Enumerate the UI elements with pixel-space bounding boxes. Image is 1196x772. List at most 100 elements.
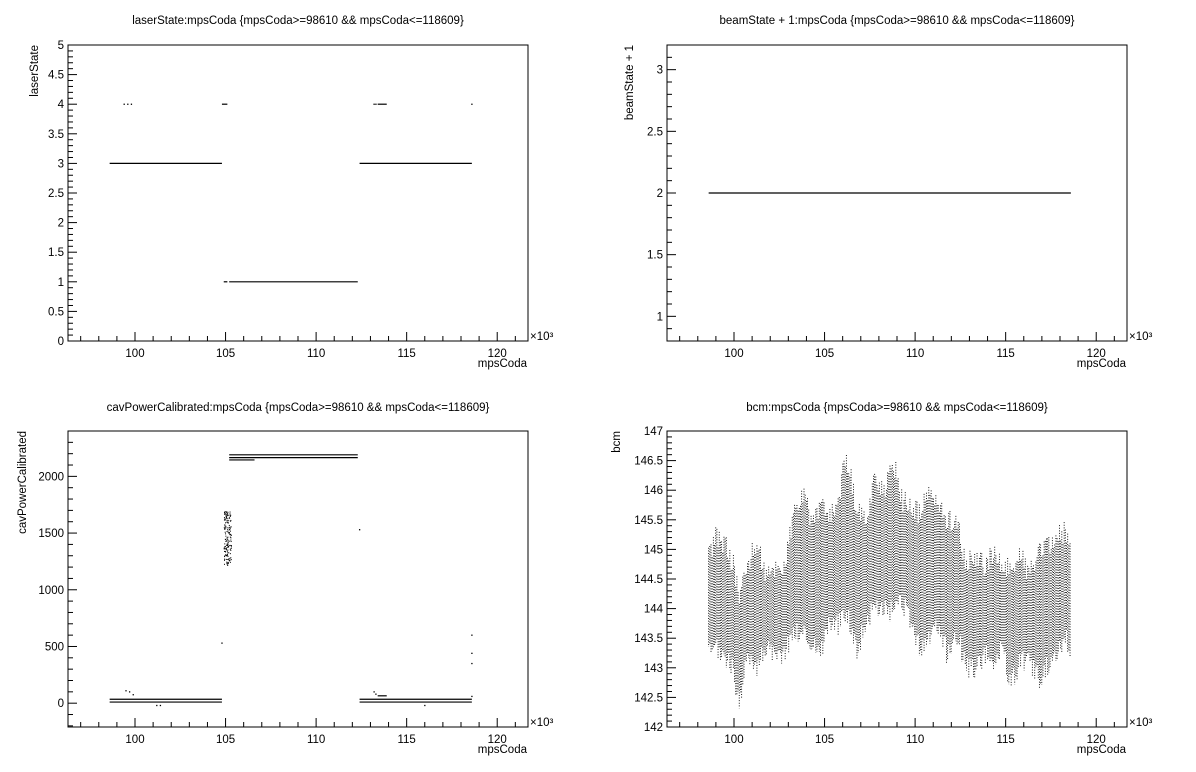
cluster-point <box>226 537 228 539</box>
y-axis-label: bcm <box>611 431 623 453</box>
cluster-point <box>228 540 230 542</box>
x-tick-label: 100 <box>125 348 144 360</box>
cluster-point <box>228 559 230 561</box>
cluster-point <box>230 559 232 561</box>
cluster-point <box>224 511 226 513</box>
cluster-point <box>229 517 231 519</box>
cluster-point <box>229 514 231 516</box>
x-tick-label: 100 <box>724 348 743 360</box>
data-point <box>130 103 133 105</box>
y-tick-label: 2 <box>58 218 64 230</box>
cluster-point <box>227 546 229 548</box>
cluster-point <box>224 556 226 558</box>
x-tick-label: 120 <box>1087 734 1106 746</box>
cluster-point <box>228 532 230 534</box>
cluster-point <box>225 518 227 520</box>
cluster-point <box>227 518 229 520</box>
cluster-point <box>226 547 228 549</box>
cluster-point <box>225 540 227 542</box>
cluster-point <box>224 531 226 533</box>
data-point <box>159 704 162 707</box>
x-multiplier-label: ×10³ <box>530 331 554 343</box>
y-tick-label: 2000 <box>38 471 64 483</box>
cluster-point <box>227 542 229 544</box>
data-point <box>125 690 127 692</box>
y-tick-label: 142 <box>644 722 663 734</box>
cluster-point <box>230 533 232 535</box>
cluster-point <box>224 546 226 548</box>
x-tick-label: 120 <box>488 348 507 360</box>
data-point <box>375 103 377 105</box>
y-tick-label: 1000 <box>38 585 64 597</box>
cluster-point <box>229 536 231 538</box>
cluster-point <box>226 527 228 529</box>
cluster-point <box>225 522 227 524</box>
cluster-point <box>225 554 227 556</box>
data-point <box>375 693 377 695</box>
cluster-point <box>227 562 229 564</box>
cluster-point <box>224 558 226 560</box>
cluster-point <box>228 517 230 519</box>
cluster-point <box>225 533 227 535</box>
cluster-point <box>226 554 228 556</box>
cluster-point <box>230 539 232 541</box>
cluster-point <box>226 517 228 519</box>
cluster-point <box>226 511 228 513</box>
x-tick-label: 105 <box>815 348 834 360</box>
y-tick-label: 2.5 <box>647 126 663 138</box>
cluster-point <box>224 518 226 520</box>
cluster-point <box>224 513 226 515</box>
cluster-point <box>224 559 226 561</box>
y-tick-label: 146.5 <box>634 456 663 468</box>
y-tick-label: 1 <box>58 277 64 289</box>
cluster-point <box>227 564 229 566</box>
cluster-point <box>228 520 230 522</box>
cluster-point <box>229 515 231 517</box>
x-tick-label: 115 <box>996 734 1014 746</box>
y-tick-label: 2.5 <box>48 188 64 200</box>
bcm-panel: bcm:mpsCoda {mpsCoda>=98610 && mpsCoda<=… <box>611 402 1153 756</box>
cluster-point <box>224 543 226 545</box>
y-tick-label: 500 <box>45 641 64 653</box>
cluster-point <box>224 524 226 526</box>
cluster-point <box>227 522 229 524</box>
y-tick-label: 5 <box>58 40 64 52</box>
cluster-point <box>228 552 230 554</box>
x-tick-label: 110 <box>906 348 924 360</box>
cluster-point <box>225 548 227 550</box>
cluster-point <box>227 511 229 513</box>
data-point <box>123 103 125 105</box>
cluster-point <box>230 545 232 547</box>
cluster-point <box>228 532 230 534</box>
cluster-point <box>223 527 225 529</box>
x-tick-label: 110 <box>307 348 325 360</box>
cluster-point <box>230 519 232 521</box>
y-tick-label: 2 <box>657 188 663 200</box>
cluster-point <box>226 521 228 523</box>
cluster-point <box>229 530 231 532</box>
y-tick-label: 4 <box>58 99 65 111</box>
cluster-point <box>225 544 227 546</box>
y-tick-label: 1.5 <box>647 250 663 262</box>
y-tick-label: 145.5 <box>634 515 663 527</box>
y-tick-label: 4.5 <box>48 70 64 82</box>
y-tick-label: 147 <box>644 426 663 438</box>
cluster-point <box>226 562 228 564</box>
cluster-point <box>229 528 231 530</box>
cluster-point <box>226 520 228 522</box>
x-tick-label: 100 <box>724 734 743 746</box>
cav-power-panel: cavPowerCalibrated:mpsCoda {mpsCoda>=986… <box>17 402 554 756</box>
cluster-point <box>225 549 227 551</box>
cluster-point <box>228 558 230 560</box>
y-tick-label: 3.5 <box>48 129 64 141</box>
cluster-point <box>227 531 229 533</box>
cluster-point <box>226 559 228 561</box>
data-point <box>471 634 473 636</box>
cluster-point <box>226 563 228 565</box>
y-tick-label: 1.5 <box>48 247 64 259</box>
x-multiplier-label: ×10³ <box>1129 331 1153 343</box>
data-point <box>471 695 473 698</box>
data-point <box>373 103 375 105</box>
x-axis-label: mpsCoda <box>1077 744 1127 756</box>
y-tick-label: 3 <box>58 158 64 170</box>
